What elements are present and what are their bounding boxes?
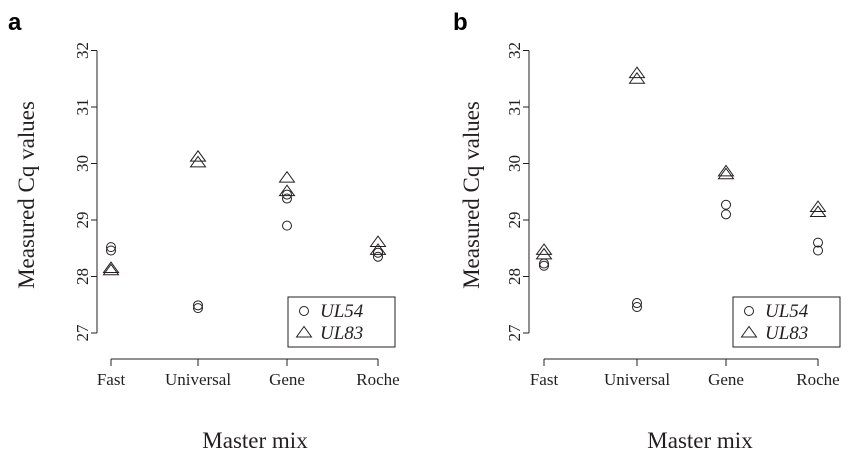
y-tick-label: 29 [73,212,92,229]
y-tick-label: 28 [505,268,524,285]
point-ul83 [628,66,646,79]
point-ul83 [102,263,120,276]
point-ul83 [717,167,735,180]
y-axis-title: Measured Cq values [459,101,484,289]
x-axis-title: Master mix [647,428,753,453]
point-ul54 [373,247,383,258]
legend-label-ul54: UL54 [320,301,364,322]
x-axis-title: Master mix [202,428,308,453]
legend-marker-ul83 [740,325,758,338]
point-ul54 [106,245,116,256]
legend-label-ul83: UL83 [320,323,363,344]
point-ul54 [539,260,549,271]
point-ul83 [809,200,827,212]
y-tick-label: 28 [73,268,92,285]
x-tick-label-roche: Roche [796,370,839,389]
x-tick-label-gene: Gene [269,370,305,389]
point-ul54 [813,237,823,248]
point-ul54 [721,209,731,220]
panel-label: b [453,9,468,36]
point-ul83 [369,243,387,255]
point-ul83 [369,235,387,247]
point-ul54 [539,258,549,269]
point-ul83 [535,243,553,255]
legend-marker-ul83 [295,325,313,338]
panel-label: a [8,9,22,36]
point-ul54 [632,302,642,313]
y-tick-label: 31 [73,99,92,116]
point-ul83 [102,261,120,273]
point-ul83 [278,184,296,197]
point-ul54 [721,199,731,210]
point-ul54 [106,242,116,253]
y-tick-label: 29 [505,212,524,229]
point-ul54 [193,303,203,314]
y-axis-title: Measured Cq values [14,101,39,289]
point-ul54 [282,220,292,231]
y-tick-label: 27 [505,324,524,342]
point-ul83 [189,149,207,162]
point-ul83 [809,205,827,218]
legend-label-ul83: UL83 [765,323,808,344]
legend-box [287,296,396,348]
point-ul83 [628,71,646,84]
legend-marker-ul54 [299,306,309,316]
panel-a: a 27 28 29 30 31 32 Fast Universal Gene Roche Maste… [8,9,400,453]
x-tick-label-universal: Universal [165,370,231,389]
point-ul83 [278,170,296,183]
point-ul54 [282,189,292,200]
y-tick-label: 27 [73,324,92,342]
y-tick-label: 30 [505,155,524,172]
point-ul54 [193,300,203,311]
y-tick-label: 31 [505,99,524,116]
x-tick-label-fast: Fast [97,370,126,389]
point-ul54 [632,298,642,309]
legend-label-ul54: UL54 [765,301,809,322]
x-tick-label-roche: Roche [356,370,399,389]
x-tick-label-gene: Gene [708,370,744,389]
point-ul54 [373,251,383,262]
x-tick-label-universal: Universal [604,370,670,389]
point-ul54 [813,245,823,256]
legend-marker-ul54 [744,306,754,316]
y-tick-label: 30 [73,155,92,172]
point-ul54 [282,193,292,204]
point-ul83 [717,164,735,177]
legend-box [732,296,841,348]
point-ul83 [535,247,553,260]
y-tick-label: 32 [73,42,92,59]
point-ul83 [189,155,207,168]
panel-b: b 27 28 29 30 31 32 Fast Universal Gene Roche Maste… [453,9,841,453]
x-tick-label-fast: Fast [530,370,559,389]
y-tick-label: 32 [505,42,524,59]
